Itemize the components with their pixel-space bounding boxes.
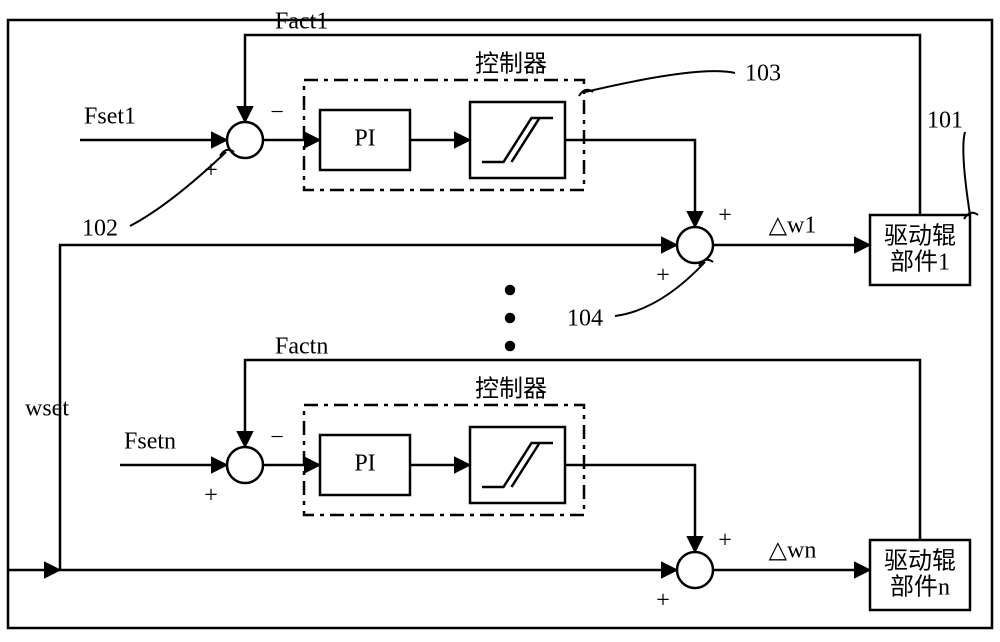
factn-label: Factn (275, 334, 328, 360)
diagram-border (8, 20, 992, 628)
summer-speed-1 (677, 227, 713, 263)
pi-label-1: PI (354, 126, 375, 152)
controller-box-n (304, 405, 584, 515)
controller-box-1 (304, 80, 584, 190)
svg-text:驱动辊: 驱动辊 (884, 548, 956, 575)
ellipsis-dot (506, 314, 514, 322)
ref-103: 103 (745, 61, 781, 87)
svg-text:+: + (656, 588, 670, 614)
pi-label-n: PI (354, 451, 375, 477)
fact1-feedback (245, 35, 920, 215)
fact1-label: Fact1 (275, 9, 328, 35)
fsetn-label: Fsetn (124, 429, 176, 455)
factn-feedback (245, 360, 920, 540)
svg-text:+: + (718, 528, 732, 554)
ref-102: 102 (82, 216, 118, 242)
wset-label: wset (25, 396, 69, 422)
svg-text:−: − (270, 100, 284, 126)
summer-error-n (227, 447, 263, 483)
ref-104: 104 (567, 306, 603, 332)
summer-speed-n (677, 552, 713, 588)
svg-text:+: + (656, 263, 670, 289)
fset1-label: Fset1 (84, 104, 136, 130)
svg-text:部件n: 部件n (890, 574, 950, 601)
controller-label-n: 控制器 (475, 376, 547, 403)
ellipsis-dot (506, 342, 514, 350)
svg-text:+: + (204, 483, 218, 509)
dw1-label: △w1 (769, 213, 817, 239)
svg-text:驱动辊: 驱动辊 (884, 223, 956, 250)
summer-error-1 (227, 122, 263, 158)
svg-text:部件1: 部件1 (890, 249, 950, 276)
ellipsis-dot (506, 286, 514, 294)
svg-text:+: + (718, 203, 732, 229)
dwn-label: △wn (769, 538, 817, 564)
ref-101: 101 (927, 108, 963, 134)
controller-label-1: 控制器 (475, 51, 547, 78)
svg-text:−: − (270, 425, 284, 451)
